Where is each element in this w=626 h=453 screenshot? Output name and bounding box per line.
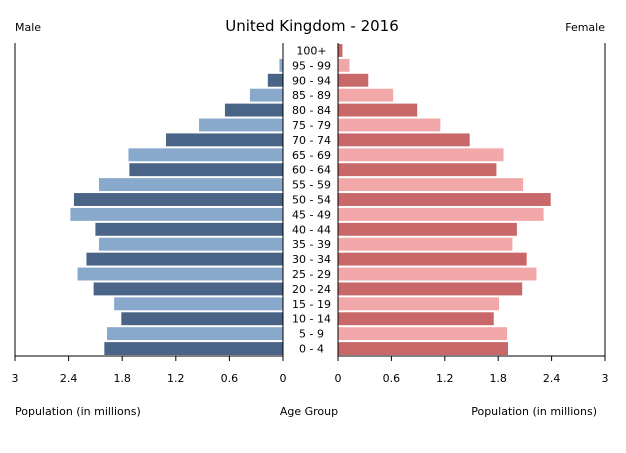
female-bar <box>338 312 494 326</box>
male-bar <box>70 207 284 221</box>
male-bar <box>86 252 283 266</box>
age-group-label: 80 - 84 <box>292 104 331 117</box>
x-tick-label: 3 <box>602 372 609 385</box>
male-bar <box>224 103 283 117</box>
female-bar <box>338 297 500 311</box>
x-axis-label-left: Population (in millions) <box>15 405 141 418</box>
male-bar <box>114 297 283 311</box>
axes: 3 2.4 1.8 1.2 0.6 0 0 0.6 1.2 1.8 2.4 3 <box>12 43 609 385</box>
female-bar <box>338 207 544 221</box>
age-group-label: 40 - 44 <box>292 223 331 236</box>
age-group-label: 60 - 64 <box>292 164 331 177</box>
male-bar <box>199 118 283 132</box>
x-tick-label: 0.6 <box>221 372 239 385</box>
x-tick-label: 0.6 <box>383 372 401 385</box>
age-group-label: 0 - 4 <box>299 343 324 356</box>
male-bar <box>93 282 283 296</box>
female-label: Female <box>565 21 605 34</box>
male-bar <box>95 222 284 236</box>
age-group-label: 90 - 94 <box>292 74 331 87</box>
x-tick-label: 0 <box>280 372 287 385</box>
female-bar <box>338 282 523 296</box>
x-tick-label: 1.8 <box>113 372 131 385</box>
x-tick-label: 1.8 <box>489 372 507 385</box>
x-tick-label: 2.4 <box>60 372 78 385</box>
age-group-label: 25 - 29 <box>292 268 331 281</box>
male-bar <box>98 237 284 251</box>
female-bar <box>338 178 524 192</box>
female-bar <box>338 222 517 236</box>
female-bar <box>338 267 537 281</box>
female-bar <box>338 163 497 177</box>
female-bar <box>338 44 343 57</box>
age-group-label: 10 - 14 <box>292 313 331 326</box>
female-bar <box>338 103 418 117</box>
male-bar <box>98 178 284 192</box>
female-bar <box>338 342 508 355</box>
x-tick-label: 0 <box>335 372 342 385</box>
female-bar <box>338 118 441 132</box>
female-bar <box>338 88 394 102</box>
female-bar <box>338 193 551 206</box>
male-bar <box>249 88 283 102</box>
age-group-label: 55 - 59 <box>292 179 331 192</box>
female-bars <box>338 44 551 355</box>
male-bar <box>73 193 284 206</box>
x-axis-label-right: Population (in millions) <box>471 405 597 418</box>
age-group-label: 100+ <box>296 44 326 57</box>
female-bar <box>338 252 527 266</box>
female-bar <box>338 237 513 251</box>
age-group-label: 5 - 9 <box>299 328 324 341</box>
x-axis-label-center: Age Group <box>280 405 338 418</box>
x-tick-label: 1.2 <box>436 372 454 385</box>
male-bar <box>279 58 283 72</box>
male-bar <box>107 327 283 341</box>
female-bar <box>338 327 508 341</box>
age-group-label: 50 - 54 <box>292 194 331 207</box>
age-group-label: 70 - 74 <box>292 134 331 147</box>
age-group-label: 35 - 39 <box>292 238 331 251</box>
female-bar <box>338 133 470 147</box>
x-tick-label: 1.2 <box>167 372 185 385</box>
age-group-label: 95 - 99 <box>292 59 331 72</box>
age-group-label: 15 - 19 <box>292 298 331 311</box>
x-tick-label: 3 <box>12 372 19 385</box>
female-bar <box>338 148 504 162</box>
male-bar <box>121 312 283 326</box>
male-bar <box>128 148 283 162</box>
female-bar <box>338 58 350 72</box>
age-group-label: 75 - 79 <box>292 119 331 132</box>
age-group-label: 30 - 34 <box>292 253 331 266</box>
male-bar <box>77 267 284 281</box>
age-group-label: 45 - 49 <box>292 208 331 221</box>
male-bar <box>165 133 283 147</box>
male-bar <box>129 163 283 177</box>
male-bar <box>104 342 283 355</box>
male-bars <box>70 44 284 355</box>
x-tick-label: 2.4 <box>543 372 561 385</box>
chart-title: United Kingdom - 2016 <box>225 17 399 35</box>
age-group-labels: 100+ 95 - 99 90 - 94 85 - 89 80 - 84 75 - 79 7… <box>292 44 331 355</box>
age-group-label: 85 - 89 <box>292 89 331 102</box>
age-group-label: 65 - 69 <box>292 149 331 162</box>
male-label: Male <box>15 21 41 34</box>
female-bar <box>338 73 369 87</box>
age-group-label: 20 - 24 <box>292 283 331 296</box>
male-bar <box>267 73 283 87</box>
